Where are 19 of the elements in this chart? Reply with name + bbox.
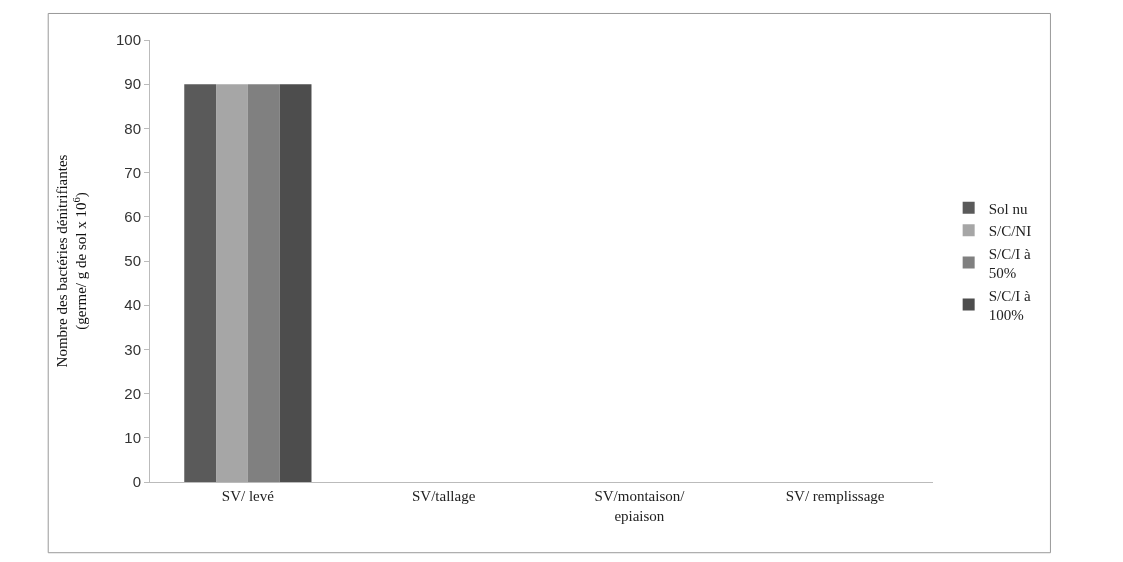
y-tick-label: 30 [124, 340, 141, 358]
x-tick-label: SV/tallage [411, 488, 476, 504]
x-tick-label: SV/montaison/ epiaison [594, 488, 686, 524]
y-tick-label: 0 [132, 473, 141, 491]
y-tick-label: 40 [124, 296, 141, 314]
y-tick-label: 60 [124, 208, 141, 226]
legend-label: Sol nu [988, 200, 1028, 217]
legend-label: S/C/I à 100% [988, 287, 1032, 324]
y-tick-label: 20 [124, 384, 141, 402]
y-tick-label: 70 [124, 163, 141, 181]
legend-label: S/C/NI [988, 223, 1032, 240]
y-tick-label: 80 [124, 119, 141, 137]
y-tick-label: 50 [124, 252, 141, 270]
y-tick-label: 100 [115, 31, 141, 49]
y-tick-label: 90 [124, 75, 141, 93]
legend-label: S/C/I à 50% [988, 245, 1032, 282]
x-tick-label: SV/ levé [221, 488, 275, 504]
x-tick-label: SV/ remplissage [785, 488, 885, 504]
y-tick-label: 10 [124, 429, 141, 447]
